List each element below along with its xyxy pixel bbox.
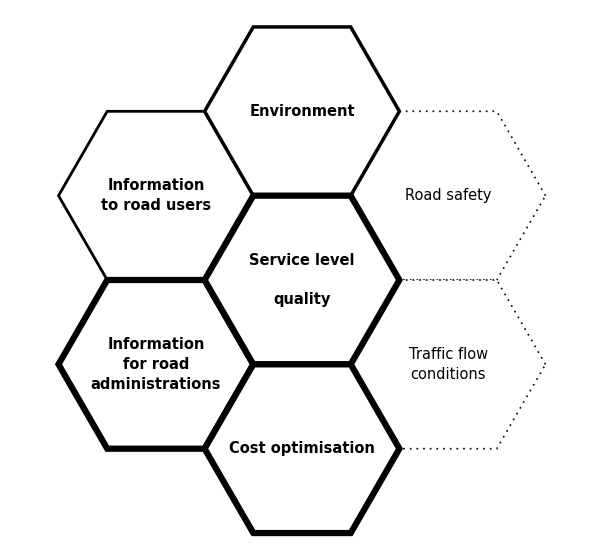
Text: Service level

quality: Service level quality	[249, 253, 355, 307]
Polygon shape	[205, 27, 399, 195]
Text: Environment: Environment	[249, 104, 355, 119]
Text: Road safety: Road safety	[405, 188, 491, 203]
Polygon shape	[59, 111, 253, 280]
Polygon shape	[59, 280, 253, 449]
Text: Information
to road users: Information to road users	[101, 178, 211, 213]
Text: Traffic flow
conditions: Traffic flow conditions	[408, 347, 487, 382]
Text: Information
for road
administrations: Information for road administrations	[91, 337, 221, 391]
Polygon shape	[205, 195, 399, 365]
Polygon shape	[205, 365, 399, 533]
Polygon shape	[351, 111, 545, 280]
Polygon shape	[351, 280, 545, 449]
Text: Cost optimisation: Cost optimisation	[229, 441, 375, 456]
